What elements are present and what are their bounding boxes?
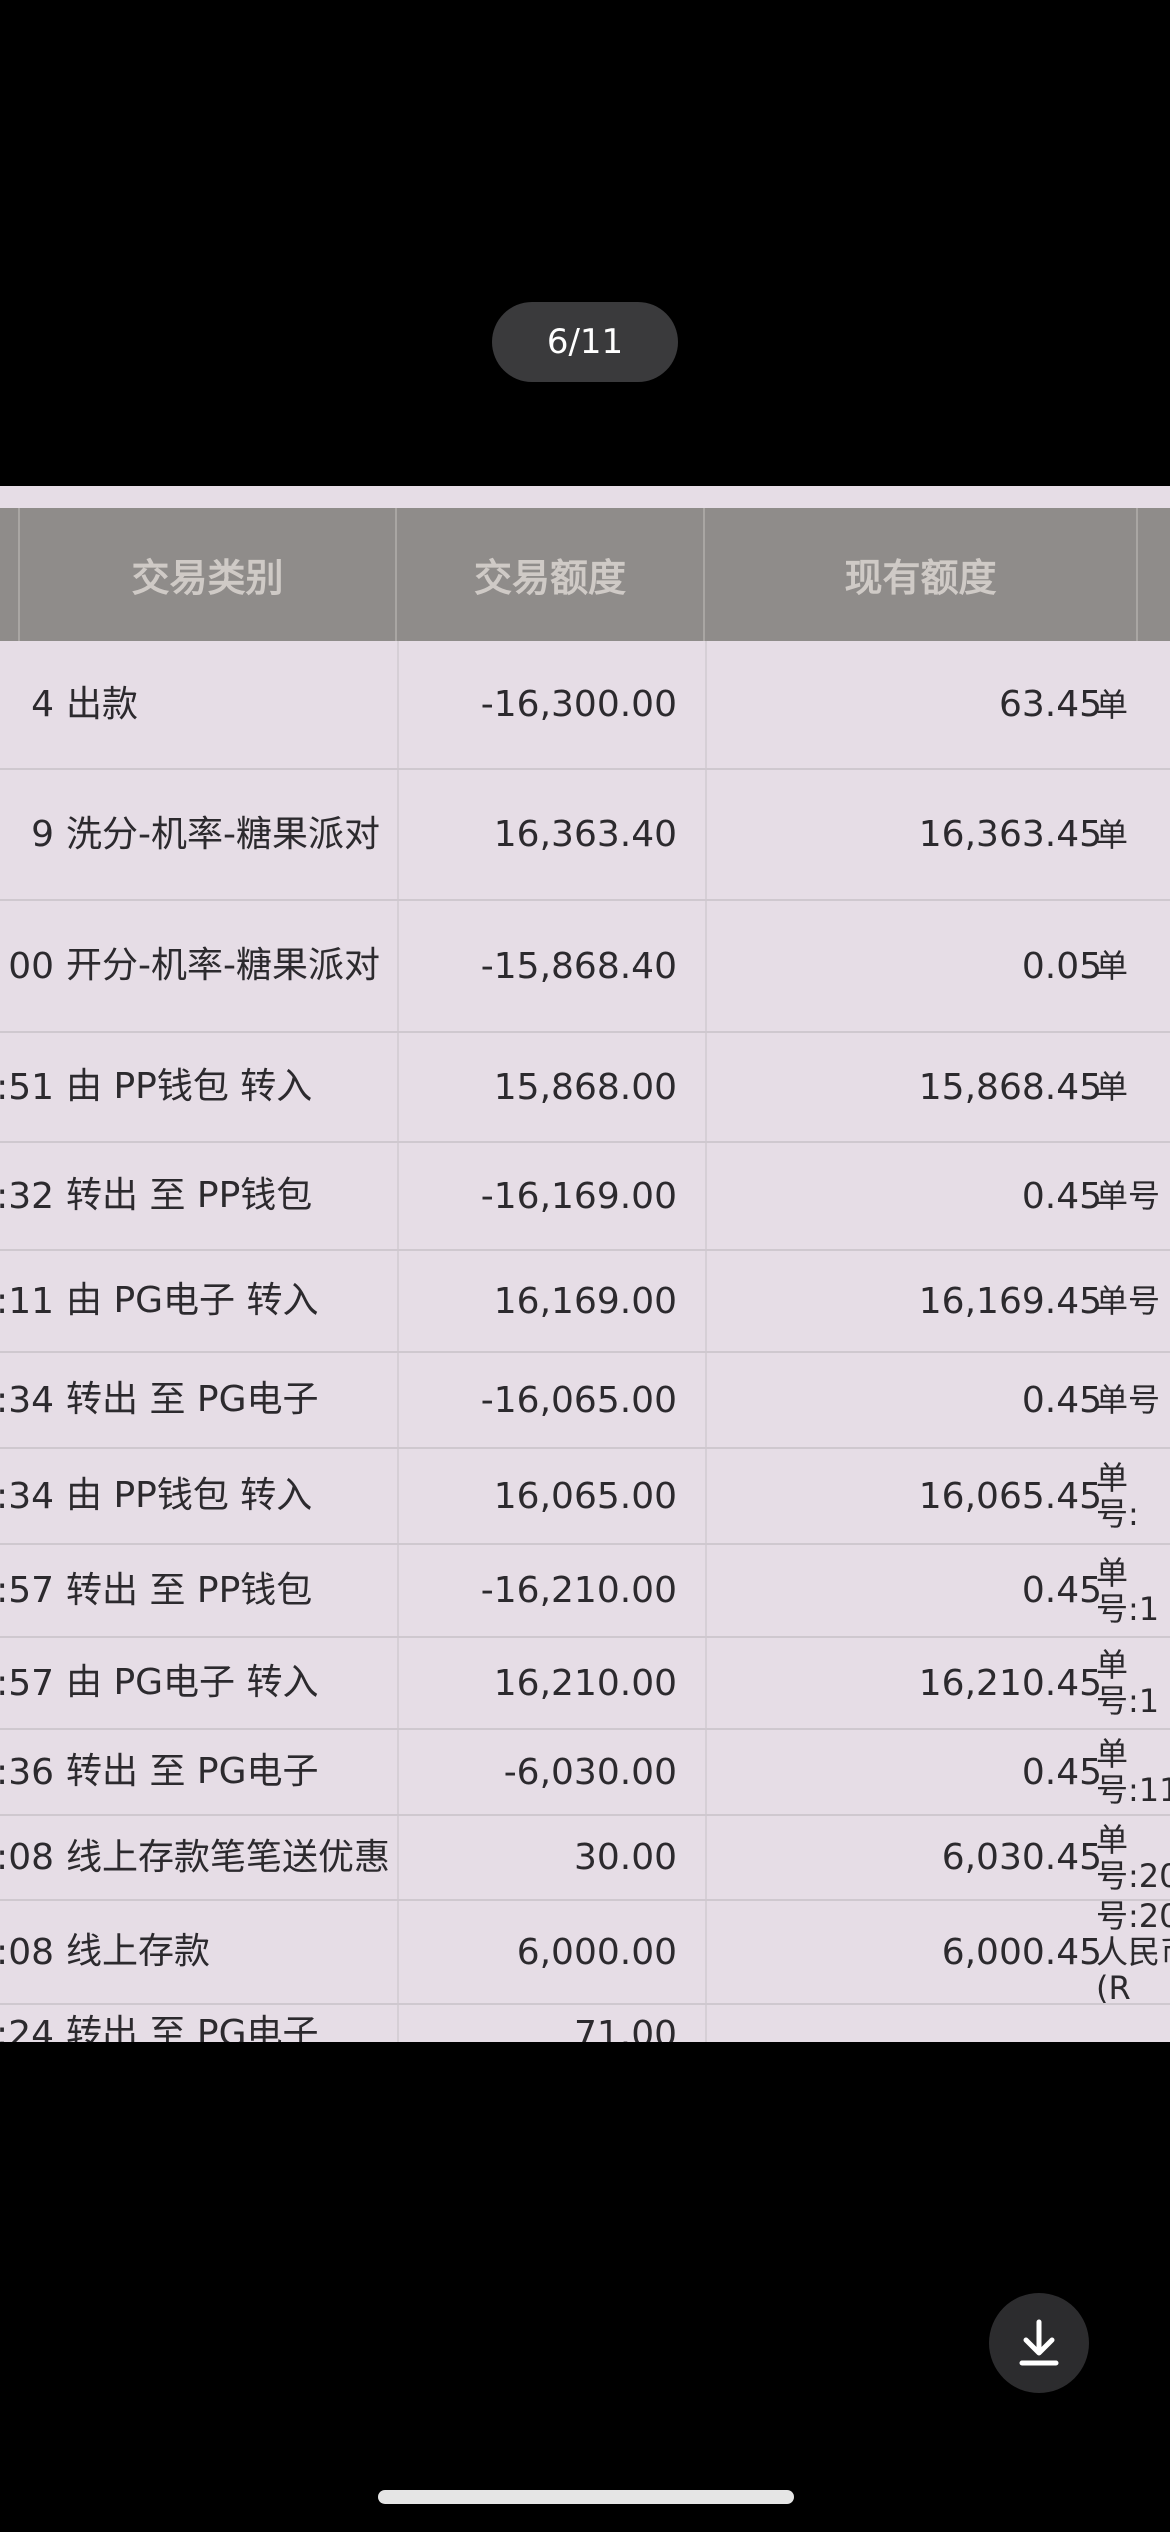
table-row[interactable]: :51 由 PP钱包 转入 15,868.00 15,868.45 单 xyxy=(0,1033,1170,1143)
cell-time: :30:57 xyxy=(0,1662,54,1704)
cell-time: 3:34 xyxy=(0,1379,54,1421)
cell-type: 转出 至 PG电子 xyxy=(66,1751,319,1792)
cell-balance: 6,000.45 xyxy=(705,1901,1138,2003)
cell-remark: 单号:1 xyxy=(1096,1553,1160,1628)
download-icon xyxy=(1019,2319,1059,2366)
download-button[interactable] xyxy=(989,2293,1089,2393)
header-remark xyxy=(1138,508,1170,641)
cell-type: 由 PP钱包 转入 xyxy=(66,1475,313,1516)
header-balance: 现有额度 xyxy=(705,508,1138,641)
cell-time: 33:34 xyxy=(0,1475,54,1517)
cell-balance xyxy=(705,2005,1138,2042)
cell-amount: 16,210.00 xyxy=(397,1638,705,1728)
cell-amount: -15,868.40 xyxy=(397,901,705,1031)
cell-amount: 16,169.00 xyxy=(397,1251,705,1351)
cell-remark: 单号:11 xyxy=(1096,1735,1170,1809)
cell-balance: 63.45 xyxy=(705,641,1138,768)
cell-remark: 单号 xyxy=(1096,1282,1161,1320)
cell-time: 18:25:08 xyxy=(0,1931,54,1973)
cell-balance: 16,065.45 xyxy=(705,1449,1138,1543)
cell-type: 转出 至 PP钱包 xyxy=(66,1175,313,1216)
cell-balance: 16,210.45 xyxy=(705,1638,1138,1728)
cell-time: 9 xyxy=(31,814,54,855)
cell-remark: 单号:20 xyxy=(1096,1820,1170,1895)
cell-type: 由 PG电子 转入 xyxy=(66,1662,319,1703)
cell-amount: -16,065.00 xyxy=(397,1353,705,1447)
cell-remark: 单号: xyxy=(1096,1459,1139,1533)
cell-remark xyxy=(1090,2005,1170,2042)
cell-type: 由 PP钱包 转入 xyxy=(66,1066,313,1107)
table-header: 交易类别 交易额度 现有额度 xyxy=(0,508,1170,641)
cell-amount: 71.00 xyxy=(397,2005,705,2042)
cell-type: 由 PG电子 转入 xyxy=(66,1280,319,1321)
cell-time: 00 xyxy=(8,945,54,987)
cell-amount: -6,030.00 xyxy=(397,1730,705,1814)
table-row[interactable]: 00 开分-机率-糖果派对 -15,868.40 0.05 单 xyxy=(0,901,1170,1033)
cell-remark: 单 xyxy=(1096,815,1129,854)
cell-amount: -16,169.00 xyxy=(397,1143,705,1249)
cell-type: 开分-机率-糖果派对 xyxy=(66,945,380,986)
cell-amount: 6,000.00 xyxy=(397,1901,705,2003)
cell-type: 出款 xyxy=(66,683,139,725)
cell-type: 线上存款 xyxy=(66,1931,211,1972)
cell-type: 转出 至 PG电子 xyxy=(66,2013,319,2042)
header-type: 交易类别 xyxy=(20,508,397,641)
cell-time: :30:57 xyxy=(0,1570,54,1611)
table-row[interactable]: 4 出款 -16,300.00 63.45 单 xyxy=(0,641,1170,770)
cell-remark: 单 xyxy=(1096,947,1129,985)
cell-remark: 单 xyxy=(1096,685,1129,724)
header-time xyxy=(0,508,20,641)
cell-balance: 16,169.45 xyxy=(705,1251,1138,1351)
cell-amount: 15,868.00 xyxy=(397,1033,705,1141)
cell-type: 转出 至 PP钱包 xyxy=(66,1569,313,1611)
cell-amount: -16,210.00 xyxy=(397,1545,705,1636)
cell-amount: 16,363.40 xyxy=(397,770,705,899)
cell-amount: 30.00 xyxy=(397,1816,705,1899)
cell-type: 转出 至 PG电子 xyxy=(66,1379,319,1420)
cell-amount: 16,065.00 xyxy=(397,1449,705,1543)
cell-balance: 0.45 xyxy=(705,1730,1138,1814)
cell-balance: 0.45 xyxy=(705,1545,1138,1636)
cell-amount: -16,300.00 xyxy=(397,641,705,768)
cell-balance: 0.45 xyxy=(705,1353,1138,1447)
cell-balance: 6,030.45 xyxy=(705,1816,1138,1899)
table-row[interactable]: :32 转出 至 PP钱包 -16,169.00 0.45 单号 xyxy=(0,1143,1170,1251)
cell-balance: 16,363.45 xyxy=(705,770,1138,899)
cell-type: 线上存款笔笔送优惠 xyxy=(66,1836,391,1878)
cell-remark: 单号:1 xyxy=(1096,1646,1160,1720)
table-row[interactable]: 9 洗分-机率-糖果派对 16,363.40 16,363.45 单 xyxy=(0,770,1170,901)
image-counter: 6/11 xyxy=(492,302,678,382)
home-indicator[interactable] xyxy=(378,2490,794,2504)
cell-remark: 单 xyxy=(1096,1068,1129,1106)
cell-time: 8:25:08 xyxy=(0,1837,54,1878)
header-amount: 交易额度 xyxy=(397,508,705,641)
cell-time: :32 xyxy=(0,1175,54,1217)
cell-type: 洗分-机率-糖果派对 xyxy=(66,813,380,855)
cell-balance: 0.45 xyxy=(705,1143,1138,1249)
cell-remark: 单号 xyxy=(1096,1177,1161,1215)
cell-time: 8:25:36 xyxy=(0,1751,54,1793)
cell-balance: 15,868.45 xyxy=(705,1033,1138,1141)
cell-time: 18:03:24 xyxy=(0,2013,54,2043)
cell-remark: 单号 xyxy=(1096,1381,1161,1419)
photo: 交易类别 交易额度 现有额度 4 出款 -16,300.00 63.45 单 9 洗分-机率… xyxy=(0,486,1170,2042)
cell-time: 4 xyxy=(31,684,54,725)
table-row[interactable]: 18:03:24 转出 至 PG电子 71.00 xyxy=(0,2005,1170,2042)
cell-time: 0:11 xyxy=(0,1280,54,1322)
cell-remark: 单号:202 人民币(R 6,000 xyxy=(1096,1901,1170,2003)
cell-time: :51 xyxy=(0,1066,54,1108)
cell-balance: 0.05 xyxy=(705,901,1138,1031)
